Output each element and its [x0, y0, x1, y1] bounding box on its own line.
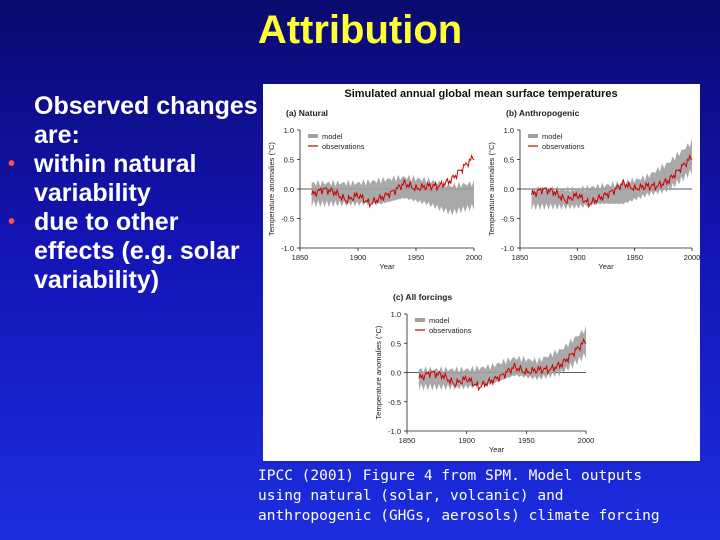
panel-title: (c) All forcings — [393, 292, 452, 302]
x-tick-label: 1900 — [458, 436, 475, 445]
y-tick-label: -0.5 — [281, 215, 294, 224]
x-tick-label: 1850 — [399, 436, 416, 445]
legend-model-swatch — [308, 134, 318, 138]
x-tick-label: 1900 — [569, 253, 586, 262]
legend-observations-label: observations — [429, 326, 472, 335]
x-tick-label: 1950 — [408, 253, 425, 262]
model-envelope — [531, 138, 692, 211]
y-tick-label: -1.0 — [501, 244, 514, 253]
bullet-item: • due to other effects (e.g. solar variab… — [8, 208, 263, 295]
y-tick-label: 1.0 — [504, 126, 514, 135]
bullet-item: • within natural variability — [8, 150, 263, 208]
x-tick-label: 1850 — [512, 253, 529, 262]
intro-text: Observed changes are: — [34, 92, 258, 149]
panel-title: (b) Anthropogenic — [506, 108, 580, 118]
x-axis-label: Year — [379, 262, 395, 271]
legend-model-label: model — [429, 316, 450, 325]
x-axis-label: Year — [489, 445, 505, 454]
x-tick-label: 2000 — [684, 253, 700, 262]
y-tick-label: 0.0 — [391, 369, 401, 378]
x-tick-label: 2000 — [466, 253, 483, 262]
bullet-text: due to other effects (e.g. solar variabi… — [34, 208, 240, 294]
y-tick-label: 0.5 — [284, 156, 294, 165]
bullet-list: • within natural variability • due to othe… — [8, 150, 263, 295]
y-tick-label: 1.0 — [391, 310, 401, 319]
bullet-dot-icon: • — [8, 211, 16, 233]
ipcc-figure: Simulated annual global mean surface tem… — [263, 84, 700, 461]
y-tick-label: 0.5 — [391, 339, 401, 348]
y-tick-label: 0.0 — [284, 185, 294, 194]
legend-observations-label: observations — [322, 142, 365, 151]
y-tick-label: -1.0 — [281, 244, 294, 253]
figure-title: Simulated annual global mean surface tem… — [344, 88, 617, 100]
y-tick-label: 0.5 — [504, 156, 514, 165]
y-tick-label: 0.0 — [504, 185, 514, 194]
legend-model-label: model — [542, 132, 563, 141]
legend-observations-label: observations — [542, 142, 585, 151]
y-axis-label: Temperature anomalies (°C) — [267, 142, 276, 236]
caption-line: IPCC (2001) Figure 4 from SPM. Model out… — [258, 468, 643, 484]
x-tick-label: 1950 — [518, 436, 535, 445]
observations-line — [418, 337, 587, 392]
ipcc-figure-svg: Simulated annual global mean surface tem… — [267, 88, 700, 454]
bullet-text: within natural variability — [34, 150, 197, 207]
x-tick-label: 1950 — [626, 253, 643, 262]
observations-line — [311, 153, 475, 209]
panel-title: (a) Natural — [286, 108, 328, 118]
caption-line: using natural (solar, volcanic) and — [258, 488, 564, 504]
model-envelope — [418, 325, 586, 391]
x-tick-label: 1850 — [292, 253, 309, 262]
legend-model-label: model — [322, 132, 343, 141]
y-tick-label: 1.0 — [284, 126, 294, 135]
slide-title: Attribution — [257, 8, 463, 52]
bullet-dot-icon: • — [8, 153, 16, 175]
y-tick-label: -1.0 — [388, 427, 401, 436]
x-tick-label: 1900 — [350, 253, 367, 262]
y-tick-label: -0.5 — [388, 398, 401, 407]
legend-model-swatch — [415, 318, 425, 322]
observations-line — [531, 153, 693, 209]
caption-line: anthropogenic (GHGs, aerosols) climate f… — [258, 508, 660, 524]
y-axis-label: Temperature anomalies (°C) — [374, 325, 383, 419]
y-axis-label: Temperature anomalies (°C) — [487, 142, 496, 236]
y-tick-label: -0.5 — [501, 215, 514, 224]
x-tick-label: 2000 — [578, 436, 595, 445]
caption: IPCC (2001) Figure 4 from SPM. Model out… — [258, 466, 713, 526]
x-axis-label: Year — [598, 262, 614, 271]
legend-model-swatch — [528, 134, 538, 138]
